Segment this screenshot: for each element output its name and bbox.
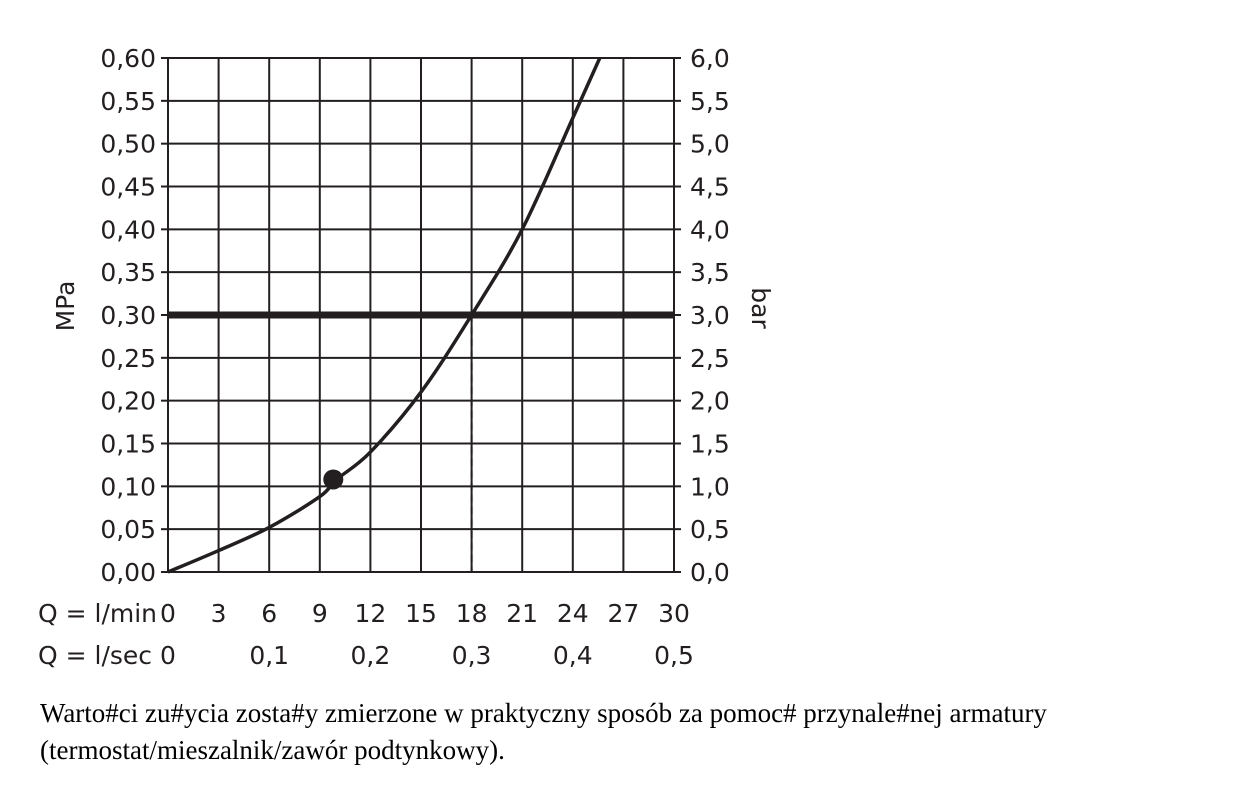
y-left-tick-label: 0,15 [100, 430, 156, 459]
x-lps-tick-label: 0,2 [351, 641, 391, 670]
y-left-axis-title: MPa [51, 281, 80, 332]
y-left-tick-label: 0,35 [100, 258, 156, 287]
y-right-tick-label: 0,5 [690, 515, 730, 544]
y-left-tick-label: 0,20 [100, 387, 156, 416]
x-lps-tick-label: 0,5 [654, 641, 694, 670]
y-left-tick-label: 0,45 [100, 173, 156, 202]
y-left-tick-label: 0,55 [100, 87, 156, 116]
x-lpm-axis-title: Q = l/min [38, 599, 157, 628]
marker-point [323, 469, 344, 490]
y-left-tick-label: 0,30 [100, 301, 156, 330]
x-lps-tick-label: 0,3 [452, 641, 492, 670]
y-right-axis-title: bar [746, 287, 775, 329]
y-right-tick-label: 3,0 [690, 301, 730, 330]
x-lpm-tick-label: 12 [354, 599, 386, 628]
x-lps-axis-title: Q = l/sec [38, 641, 152, 670]
x-lpm-tick-label: 6 [261, 599, 277, 628]
x-lpm-tick-label: 21 [506, 599, 538, 628]
x-lpm-tick-label: 0 [160, 599, 176, 628]
x-lpm-tick-label: 24 [557, 599, 589, 628]
y-right-tick-label: 3,5 [690, 258, 730, 287]
x-lpm-tick-label: 15 [405, 599, 437, 628]
y-left-tick-label: 0,50 [100, 130, 156, 159]
x-lpm-tick-label: 27 [607, 599, 639, 628]
y-left-tick-label: 0,40 [100, 215, 156, 244]
x-lpm-tick-label: 30 [658, 599, 690, 628]
y-right-tick-label: 4,5 [690, 173, 730, 202]
reference-layer [168, 311, 674, 572]
y-left-tick-label: 0,10 [100, 472, 156, 501]
chart-caption: Warto#ci zu#ycia zosta#y zmierzone w pra… [40, 695, 1230, 769]
series-layer [167, 57, 602, 574]
x-lps-tick-label: 0 [160, 641, 176, 670]
y-right-tick-label: 0,0 [690, 558, 730, 587]
caption-line-1: Warto#ci zu#ycia zosta#y zmierzone w pra… [40, 698, 1047, 728]
x-lps-tick-label: 0,1 [249, 641, 289, 670]
y-right-tick-label: 2,0 [690, 387, 730, 416]
y-right-tick-label: 2,5 [690, 344, 730, 373]
y-right-tick-label: 6,0 [690, 44, 730, 73]
y-right-tick-label: 1,0 [690, 472, 730, 501]
y-left-tick-label: 0,05 [100, 515, 156, 544]
x-lpm-tick-label: 9 [312, 599, 328, 628]
pressure-flow-chart: 0,000,050,100,150,200,250,300,350,400,45… [38, 44, 775, 670]
y-left-tick-label: 0,00 [100, 558, 156, 587]
y-right-tick-label: 5,5 [690, 87, 730, 116]
x-lpm-tick-label: 3 [211, 599, 227, 628]
y-right-tick-label: 4,0 [690, 215, 730, 244]
x-lps-tick-label: 0,4 [553, 641, 593, 670]
caption-line-2: (termostat/mieszalnik/zawór podtynkowy). [40, 735, 505, 765]
y-right-tick-label: 5,0 [690, 130, 730, 159]
tick-labels: 0,000,050,100,150,200,250,300,350,400,45… [100, 44, 729, 670]
y-left-tick-label: 0,25 [100, 344, 156, 373]
y-left-tick-label: 0,60 [100, 44, 156, 73]
series-line-0 [167, 57, 602, 574]
y-right-tick-label: 1,5 [690, 430, 730, 459]
x-lpm-tick-label: 18 [456, 599, 488, 628]
